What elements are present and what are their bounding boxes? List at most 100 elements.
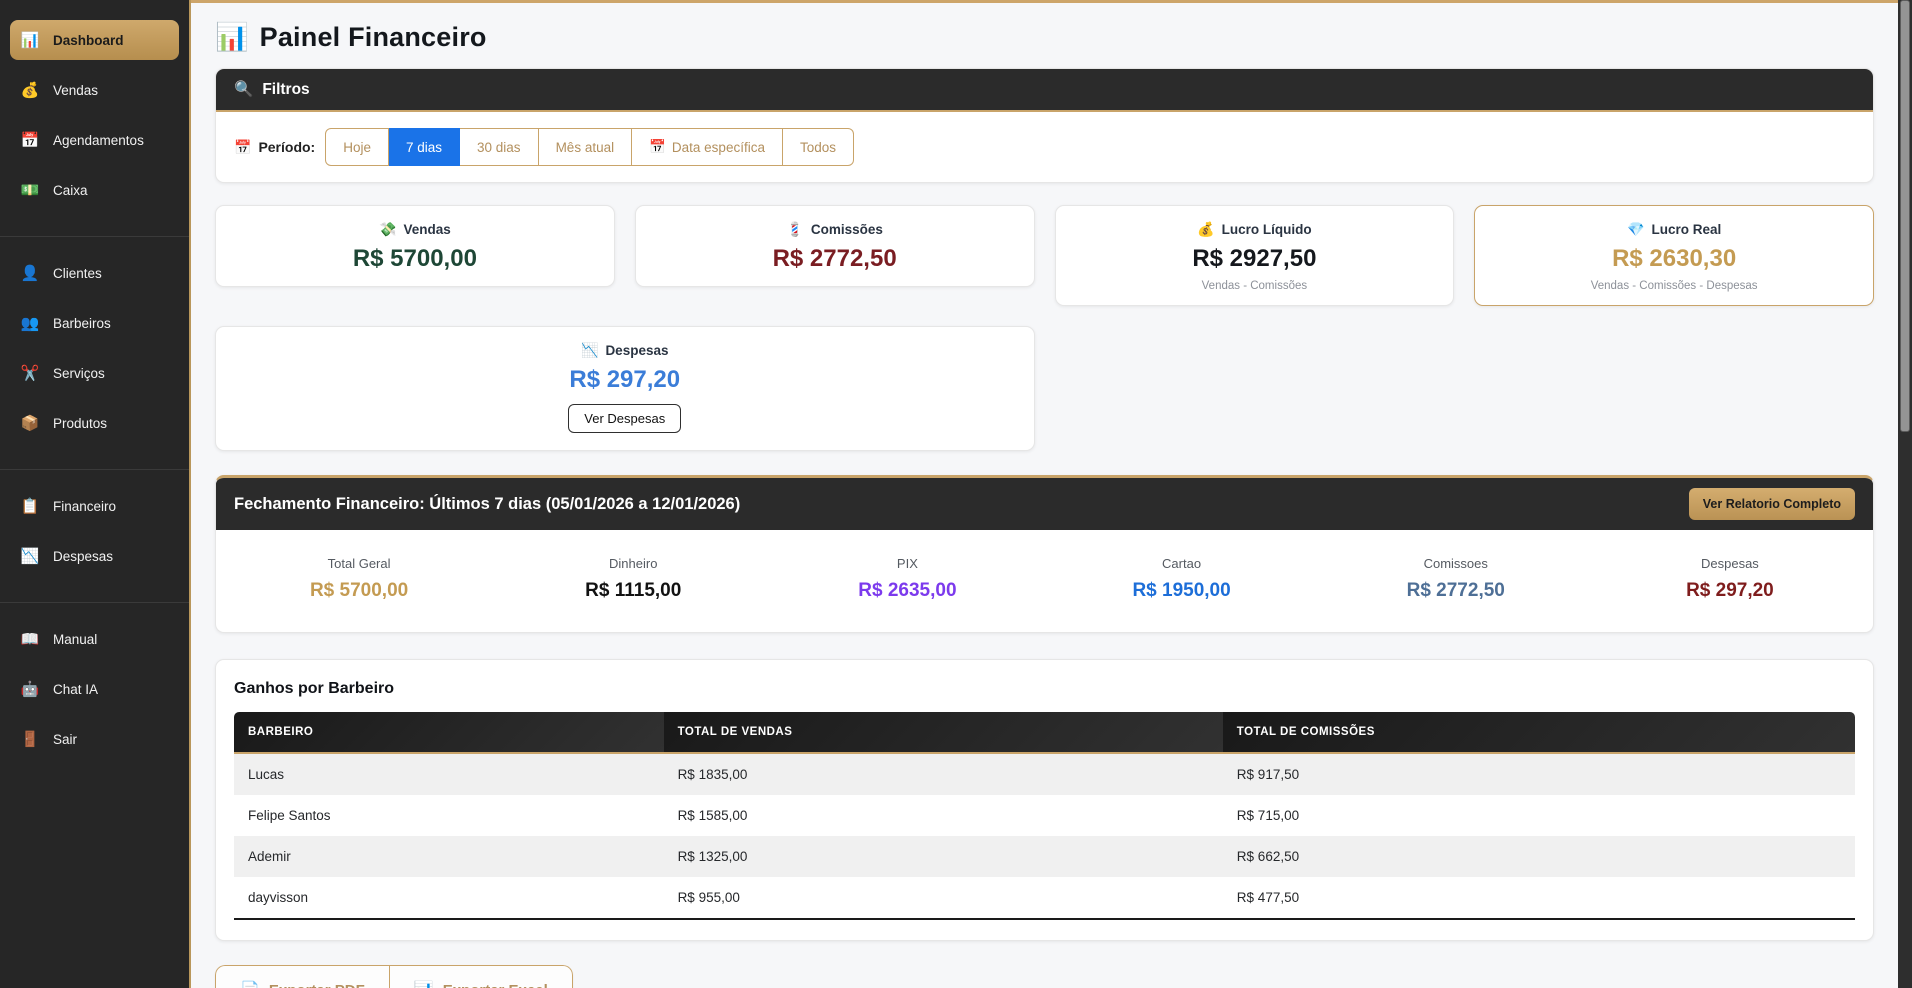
period-label-text: Período: [258, 139, 315, 155]
bar-chart-icon: 📊 [20, 31, 40, 49]
document-icon: 📄 [240, 980, 260, 988]
closing-title: Fechamento Financeiro: Últimos 7 dias (0… [234, 495, 740, 514]
sidebar-item-agendamentos[interactable]: 📅Agendamentos [10, 120, 179, 160]
closing-stat-value: R$ 5700,00 [222, 580, 496, 602]
period-button-data-especifica[interactable]: 📅Data específica [632, 128, 783, 166]
sidebar-group: 📊 Dashboard 💰Vendas 📅Agendamentos 💵Caixa [0, 20, 189, 226]
closing-header: Fechamento Financeiro: Últimos 7 dias (0… [216, 478, 1873, 530]
export-excel-label: Exportar Excel [443, 982, 548, 988]
bar-chart-icon: 📊 [414, 980, 434, 988]
filters-header: 🔍 Filtros [216, 69, 1873, 112]
money-bag-icon: 💰 [1197, 221, 1214, 238]
sidebar-item-sair[interactable]: 🚪Sair [10, 719, 179, 759]
filters-panel: 🔍 Filtros 📅 Período: Hoje 7 dias 30 dias Mê… [215, 68, 1874, 183]
closing-stat-value: R$ 1115,00 [496, 580, 770, 602]
sidebar-group: 👤Clientes 👥 Barbeiros ✂️Serviços 📦Produtos [0, 236, 189, 459]
closing-stat-label: Comissoes [1319, 556, 1593, 571]
financial-closing-panel: Fechamento Financeiro: Últimos 7 dias (0… [215, 475, 1874, 633]
sidebar-item-label: Dashboard [53, 33, 124, 48]
stat-card-vendas: 💸Vendas R$ 5700,00 [215, 205, 615, 287]
table-row: Felipe SantosR$ 1585,00R$ 715,00 [234, 795, 1855, 836]
table-row: dayvissonR$ 955,00R$ 477,50 [234, 877, 1855, 919]
sidebar-item-label: Despesas [53, 549, 113, 564]
people-icon: 👥 [20, 314, 40, 332]
sidebar-nav: 📊 Dashboard 💰Vendas 📅Agendamentos 💵Caixa 👤Cli… [0, 20, 189, 775]
period-label: 📅 Período: [234, 139, 315, 156]
export-excel-button[interactable]: 📊 Exportar Excel [390, 965, 573, 988]
closing-stat-label: Despesas [1593, 556, 1867, 571]
vertical-scrollbar-track[interactable] [1898, 0, 1912, 988]
closing-stat-label: PIX [770, 556, 1044, 571]
stat-card-label-text: Lucro Real [1651, 222, 1721, 237]
period-button-label: 30 dias [477, 140, 521, 155]
period-button-label: Todos [800, 140, 836, 155]
closing-stat-pix: PIX R$ 2635,00 [770, 556, 1044, 602]
earnings-table-body: LucasR$ 1835,00R$ 917,50Felipe SantosR$ … [234, 753, 1855, 919]
sidebar-item-despesas[interactable]: 📉Despesas [10, 536, 179, 576]
period-button-group: Hoje 7 dias 30 dias Mês atual📅Data específi… [325, 128, 854, 166]
closing-stat-cartao: CartaoR$ 1950,00 [1044, 556, 1318, 602]
clipboard-icon: 📋 [20, 497, 40, 515]
sidebar: 📊 Dashboard 💰Vendas 📅Agendamentos 💵Caixa 👤Cli… [0, 0, 191, 988]
earnings-cell-name: Felipe Santos [234, 795, 664, 836]
earnings-cell-commissions: R$ 662,50 [1223, 836, 1855, 877]
sidebar-item-label: Financeiro [53, 499, 116, 514]
earnings-cell-commissions: R$ 715,00 [1223, 795, 1855, 836]
closing-stat-value: R$ 297,20 [1593, 580, 1867, 602]
earnings-cell-name: Lucas [234, 753, 664, 795]
earnings-cell-sales: R$ 1835,00 [664, 753, 1223, 795]
sidebar-item-chat-ia[interactable]: 🤖Chat IA [10, 669, 179, 709]
earnings-cell-sales: R$ 1325,00 [664, 836, 1223, 877]
calendar-icon: 📅 [649, 139, 666, 155]
sidebar-item-produtos[interactable]: 📦Produtos [10, 403, 179, 443]
period-button-todos[interactable]: Todos [783, 128, 854, 166]
sidebar-item-clientes[interactable]: 👤Clientes [10, 253, 179, 293]
calendar-icon: 📅 [20, 131, 40, 149]
page-title-text: Painel Financeiro [260, 22, 487, 53]
main-content: 📊 Painel Financeiro 🔍 Filtros 📅 Período:… [191, 0, 1898, 988]
sidebar-item-label: Serviços [53, 366, 105, 381]
chart-decreasing-icon: 📉 [581, 342, 598, 359]
robot-icon: 🤖 [20, 680, 40, 698]
sidebar-item-servicos[interactable]: ✂️Serviços [10, 353, 179, 393]
stat-cards-grid: 💸VendasR$ 5700,00💈ComissõesR$ 2772,50💰Lu… [215, 205, 1874, 451]
earnings-cell-name: dayvisson [234, 877, 664, 919]
period-button-label: 7 dias [406, 140, 442, 155]
sidebar-item-manual[interactable]: 📖Manual [10, 619, 179, 659]
earnings-title: Ganhos por Barbeiro [234, 680, 1855, 698]
open-book-icon: 📖 [20, 630, 40, 648]
period-button-hoje[interactable]: Hoje [325, 128, 389, 166]
filters-title: Filtros [262, 81, 309, 99]
period-button-7-dias[interactable]: 7 dias [389, 128, 460, 166]
period-button-mes-atual[interactable]: Mês atual [539, 128, 633, 166]
expenses-card-label: 📉 Despesas [226, 342, 1024, 359]
earnings-table-head: BARBEIROTOTAL DE VENDASTOTAL DE COMISSÕE… [234, 712, 1855, 753]
vertical-scrollbar-thumb[interactable] [1900, 0, 1910, 432]
sidebar-item-caixa[interactable]: 💵Caixa [10, 170, 179, 210]
stat-card-label: 💸Vendas [226, 221, 604, 238]
sidebar-item-label: Produtos [53, 416, 107, 431]
sidebar-item-financeiro[interactable]: 📋 Financeiro [10, 486, 179, 526]
view-full-report-button[interactable]: Ver Relatorio Completo [1689, 488, 1855, 520]
filters-body: 📅 Período: Hoje 7 dias 30 dias Mês atual📅Da… [216, 112, 1873, 182]
closing-stat-dinheiro: DinheiroR$ 1115,00 [496, 556, 770, 602]
closing-stat-comissoes: ComissoesR$ 2772,50 [1319, 556, 1593, 602]
view-expenses-button[interactable]: Ver Despesas [568, 404, 681, 433]
stat-card-label-text: Comissões [811, 222, 883, 237]
earnings-panel: Ganhos por Barbeiro BARBEIROTOTAL DE VEN… [215, 659, 1874, 941]
earnings-cell-sales: R$ 1585,00 [664, 795, 1223, 836]
closing-stat-label: Cartao [1044, 556, 1318, 571]
sidebar-item-dashboard[interactable]: 📊 Dashboard [10, 20, 179, 60]
sidebar-item-vendas[interactable]: 💰Vendas [10, 70, 179, 110]
export-pdf-button[interactable]: 📄 Exportar PDF [215, 965, 390, 988]
stat-card-comissoes: 💈ComissõesR$ 2772,50 [635, 205, 1035, 287]
closing-stat-value: R$ 2635,00 [770, 580, 1044, 602]
barber-pole-icon: 💈 [786, 221, 803, 238]
sidebar-item-barbeiros[interactable]: 👥 Barbeiros [10, 303, 179, 343]
search-icon: 🔍 [234, 80, 253, 99]
sidebar-item-label: Barbeiros [53, 316, 111, 331]
period-button-30-dias[interactable]: 30 dias [460, 128, 539, 166]
stat-card-value: R$ 5700,00 [226, 245, 604, 273]
earnings-cell-name: Ademir [234, 836, 664, 877]
table-row: LucasR$ 1835,00R$ 917,50 [234, 753, 1855, 795]
